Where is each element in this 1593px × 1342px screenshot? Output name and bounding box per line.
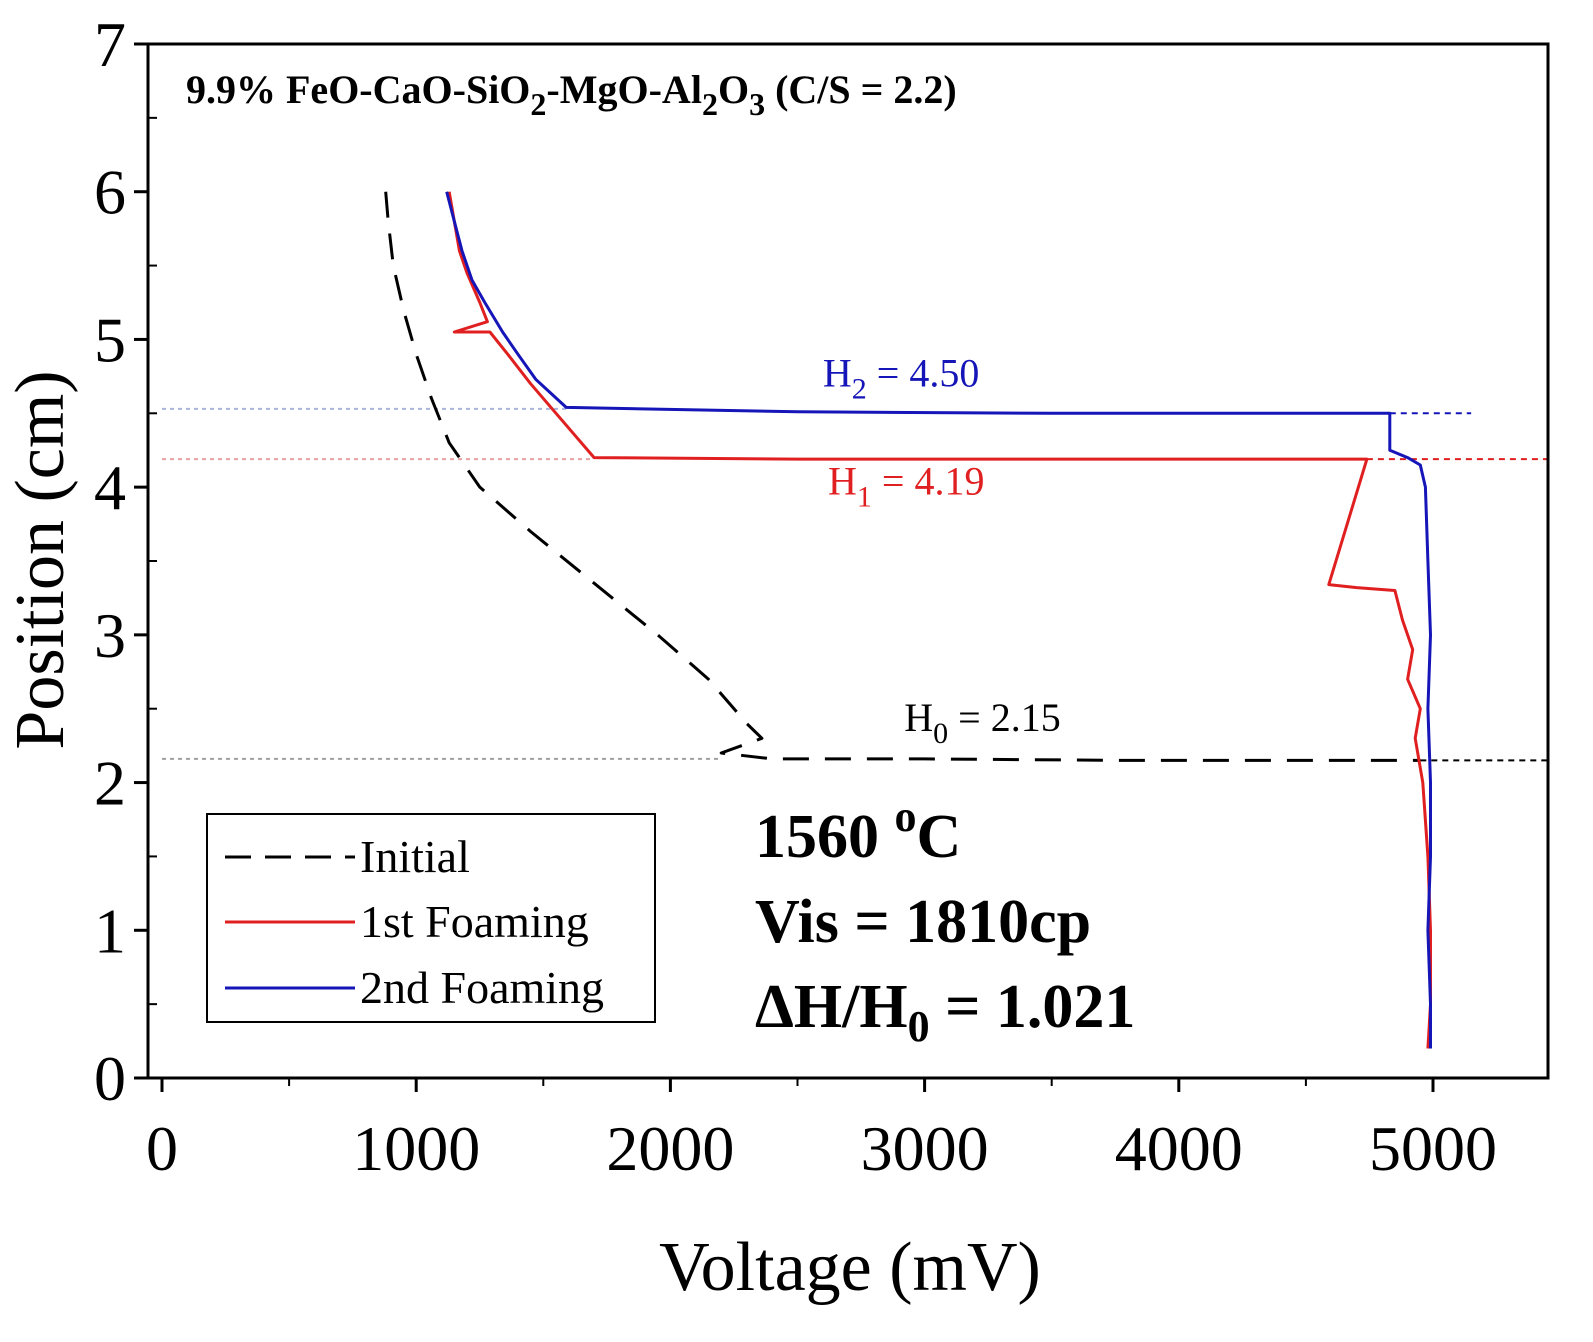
series-line-initial xyxy=(384,191,1421,762)
annotation-h2-subscript: 2 xyxy=(852,373,867,406)
title-prefix: 9.9% FeO-CaO-SiO xyxy=(186,67,530,112)
x-tick-label: 0 xyxy=(146,1113,178,1184)
annotation-h0-symbol: H xyxy=(904,695,933,740)
legend-label-initial: Initial xyxy=(360,831,470,882)
annotation-h1-subscript: 1 xyxy=(857,481,872,514)
annotation-h0-subscript: 0 xyxy=(933,717,948,750)
annotation-h0-value: = 2.15 xyxy=(948,695,1061,740)
annotation-h1-symbol: H xyxy=(828,459,857,504)
temp-unit: C xyxy=(917,803,962,871)
ratio-sub: 0 xyxy=(908,1002,930,1051)
y-tick-label: 0 xyxy=(94,1043,126,1114)
y-tick-label: 1 xyxy=(94,895,126,966)
x-axis-title: Voltage (mV) xyxy=(659,1229,1041,1306)
condition-viscosity: Vis = 1810cp xyxy=(755,888,1091,956)
ratio-suffix: = 1.021 xyxy=(930,973,1136,1041)
y-tick-label: 7 xyxy=(94,9,126,80)
temp-degree: o xyxy=(895,792,917,841)
y-tick-label: 3 xyxy=(94,600,126,671)
title-mid2: O xyxy=(718,67,749,112)
annotation-h1-value: = 4.19 xyxy=(872,459,985,504)
reference-lines-layer xyxy=(162,407,1548,762)
temp-value: 1560 xyxy=(755,803,895,871)
x-tick-label: 2000 xyxy=(606,1113,734,1184)
title-sub2: 2 xyxy=(702,86,718,122)
series-layer xyxy=(384,191,1432,1049)
annotation-h2-value: = 4.50 xyxy=(867,351,980,396)
x-tick-label: 4000 xyxy=(1115,1113,1243,1184)
legend-label-1st-foaming: 1st Foaming xyxy=(360,896,589,947)
ratio-prefix: ΔH/H xyxy=(755,973,908,1041)
series-line-2nd-foaming xyxy=(445,191,1432,1049)
condition-temperature: 1560 oC xyxy=(755,792,961,871)
chart-title: 9.9% FeO-CaO-SiO2-MgO-Al2O3 (C/S = 2.2) xyxy=(186,67,957,122)
annotation-h2: H2 = 4.50 xyxy=(823,351,979,406)
condition-height-ratio: ΔH/H0 = 1.021 xyxy=(755,973,1135,1051)
legend-label-2nd-foaming: 2nd Foaming xyxy=(360,962,604,1013)
annotation-h2-symbol: H xyxy=(823,351,852,396)
title-mid: -MgO-Al xyxy=(546,67,702,112)
y-tick-label: 6 xyxy=(94,157,126,228)
x-tick-label: 3000 xyxy=(861,1113,989,1184)
legend: Initial 1st Foaming 2nd Foaming xyxy=(206,813,656,1023)
title-sub3: 3 xyxy=(749,86,765,122)
annotation-h1: H1 = 4.19 xyxy=(828,459,984,514)
y-axis-title: Position (cm) xyxy=(2,370,79,749)
x-tick-label: 5000 xyxy=(1369,1113,1497,1184)
y-tick-label: 2 xyxy=(94,748,126,819)
x-tick-label: 1000 xyxy=(352,1113,480,1184)
y-tick-label: 4 xyxy=(94,452,126,523)
series-line-1st-foaming xyxy=(447,191,1432,1049)
annotation-h0: H0 = 2.15 xyxy=(904,695,1060,750)
title-suffix: (C/S = 2.2) xyxy=(765,67,957,112)
y-tick-label: 5 xyxy=(94,304,126,375)
title-sub1: 2 xyxy=(530,86,546,122)
